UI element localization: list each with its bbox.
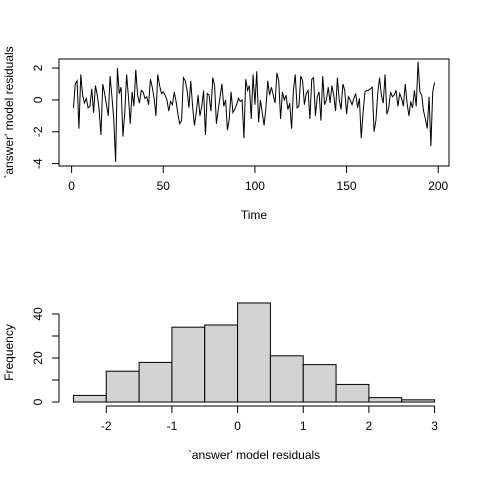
- y-axis-label: Frequency: [2, 324, 16, 381]
- y-axis-label: `answer' model residuals: [2, 46, 16, 178]
- x-tick-label: -1: [167, 419, 178, 433]
- bar: [368, 397, 403, 403]
- x-tick-label: -2: [101, 419, 112, 433]
- x-tick-label: 2: [366, 419, 373, 433]
- bar: [401, 399, 436, 403]
- x-tick-label: 0: [234, 419, 241, 433]
- y-tick-label: 40: [31, 307, 45, 321]
- bar: [105, 370, 140, 403]
- y-tick-label: 0: [31, 398, 45, 405]
- bar: [237, 302, 271, 403]
- x-tick-label: 3: [431, 419, 438, 433]
- plot-box: [58, 58, 450, 167]
- bar: [204, 324, 239, 403]
- y-tick-label: 2: [31, 64, 45, 71]
- x-tick-label: 50: [157, 179, 171, 193]
- bar: [269, 355, 304, 403]
- y-tick-label: -4: [31, 158, 45, 169]
- y-tick-label: 20: [31, 351, 45, 365]
- bar: [138, 361, 173, 403]
- x-tick-label: 200: [428, 179, 448, 193]
- y-tick-label: -2: [31, 126, 45, 137]
- bar: [72, 394, 107, 403]
- x-tick-label: 100: [245, 179, 265, 193]
- x-axis-label: Time: [241, 208, 268, 222]
- bar: [171, 326, 206, 403]
- bar: [302, 364, 337, 403]
- bar: [335, 383, 370, 403]
- x-tick-label: 1: [300, 419, 307, 433]
- residual-line: [72, 61, 436, 163]
- y-tick-label: 0: [31, 96, 45, 103]
- x-axis-label: `answer' model residuals: [188, 448, 320, 462]
- x-tick-label: 0: [68, 179, 75, 193]
- x-tick-label: 150: [337, 179, 357, 193]
